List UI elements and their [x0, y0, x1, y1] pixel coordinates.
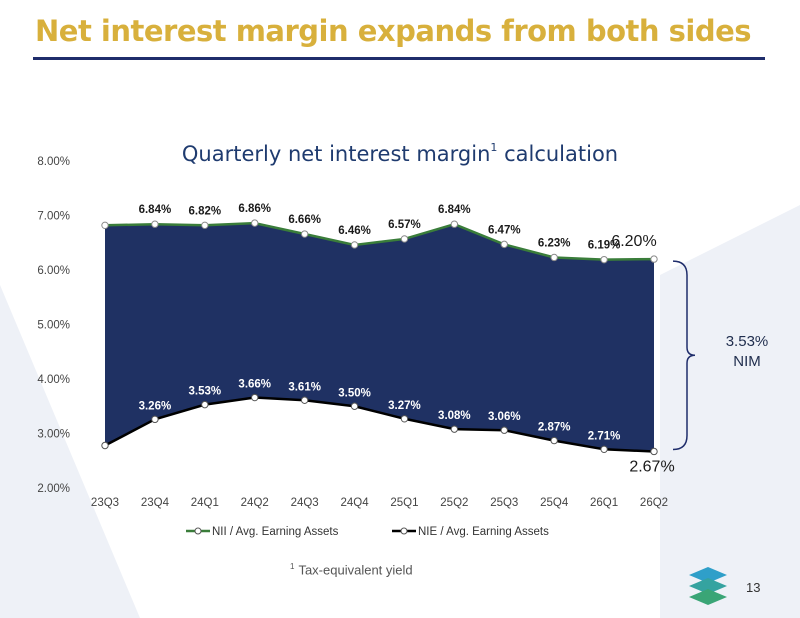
nim-value: 3.53%: [725, 333, 769, 350]
data-label-nii: 6.57%: [388, 219, 421, 231]
footnote-text: Tax-equivalent yield: [298, 562, 413, 578]
data-label-nie: 3.61%: [288, 381, 321, 393]
data-point-nii: [300, 230, 309, 238]
data-point-nie: [500, 426, 508, 434]
legend-label: NII / Avg. Earning Assets: [212, 526, 339, 538]
x-tick-label: 24Q1: [191, 497, 219, 509]
y-tick-label: 3.00%: [37, 429, 70, 441]
data-label-nie: 3.53%: [189, 386, 222, 398]
data-point-nii: [650, 255, 658, 263]
nim-annotation: 3.53% NIM: [712, 332, 782, 372]
data-point-nii: [350, 241, 359, 249]
data-point-nie: [251, 393, 259, 402]
chart-title-text: Quarterly net interest margin: [181, 142, 491, 166]
data-label-nii: 6.20%: [611, 233, 656, 250]
data-label-nie: 3.66%: [238, 379, 271, 391]
chart-title: Quarterly net interest margin1 calculati…: [181, 141, 619, 166]
data-label-nie: 2.71%: [588, 430, 621, 442]
data-label-nii: 6.84%: [139, 204, 172, 216]
data-label-nii: 6.84%: [438, 204, 471, 216]
data-point-nie: [201, 400, 209, 409]
x-tick-label: 25Q2: [440, 497, 468, 509]
data-point-nii: [201, 221, 209, 230]
data-point-nii: [550, 253, 558, 262]
x-tick-label: 25Q4: [540, 497, 569, 509]
x-tick-label: 23Q4: [141, 497, 170, 509]
data-label-nii: 6.82%: [189, 205, 222, 217]
x-tick-label: 24Q2: [241, 497, 269, 509]
data-point-nie: [400, 415, 409, 423]
data-point-nie: [600, 445, 608, 454]
data-label-nie: 2.87%: [538, 422, 571, 434]
y-tick-label: 8.00%: [37, 156, 70, 168]
data-label-nii: 6.46%: [338, 225, 371, 237]
data-label-nii: 6.86%: [238, 203, 271, 215]
nim-area-fill: [105, 223, 654, 452]
data-label-nie: 3.08%: [438, 410, 471, 422]
y-tick-label: 7.00%: [37, 211, 70, 223]
data-point-nie: [151, 415, 159, 424]
data-point-nii: [600, 255, 608, 264]
data-point-nii: [450, 220, 459, 228]
legend-swatch-marker: [194, 527, 202, 535]
data-label-nie: 3.26%: [139, 400, 172, 412]
data-point-nii: [400, 235, 409, 243]
legend-label: NIE / Avg. Earning Assets: [418, 526, 549, 538]
footnote-marker: 1: [290, 562, 295, 571]
footnote: 1 Tax-equivalent yield: [290, 562, 413, 577]
data-point-nie: [450, 425, 459, 433]
legend-swatch-marker: [400, 527, 408, 535]
x-tick-label: 24Q4: [340, 497, 369, 509]
data-label-nii: 6.66%: [288, 214, 321, 226]
data-point-nii: [500, 240, 508, 249]
data-point-nie: [101, 441, 109, 450]
data-label-nii: 6.47%: [488, 224, 521, 236]
x-tick-label: 24Q3: [291, 497, 319, 509]
y-tick-label: 6.00%: [37, 265, 70, 277]
data-point-nie: [300, 396, 309, 404]
series-line-nii: [104, 221, 655, 261]
x-tick-label: 25Q1: [390, 497, 418, 509]
data-label-nie: 3.27%: [388, 400, 421, 412]
nim-brace: [672, 260, 696, 451]
data-point-nii: [251, 219, 259, 227]
series-line-nie: [104, 396, 655, 453]
data-label-nie: 3.50%: [338, 387, 371, 399]
data-label-nie: 2.67%: [629, 458, 674, 475]
x-tick-label: 25Q3: [490, 497, 518, 509]
data-label-nii: 6.23%: [538, 237, 571, 249]
chart-title-footnote-marker: 1: [490, 141, 498, 154]
data-point-nii: [101, 221, 109, 230]
data-point-nii: [151, 220, 159, 228]
y-tick-label: 5.00%: [37, 320, 70, 332]
x-tick-label: 26Q1: [590, 497, 618, 509]
x-tick-label: 23Q3: [91, 497, 119, 509]
data-label-nie: 3.06%: [488, 411, 521, 423]
page-number: 13: [746, 580, 761, 595]
y-tick-label: 2.00%: [37, 483, 70, 495]
slide-title: Net interest margin expands from both si…: [35, 14, 752, 48]
data-point-nie: [350, 402, 359, 410]
nim-label: NIM: [733, 353, 761, 370]
y-tick-label: 4.00%: [37, 374, 70, 386]
data-point-nie: [650, 447, 658, 456]
data-label-nii: 6.19%: [588, 240, 621, 252]
x-tick-label: 26Q2: [640, 497, 668, 509]
title-divider: [33, 57, 765, 60]
company-logo: [689, 567, 727, 605]
data-point-nie: [550, 436, 558, 445]
